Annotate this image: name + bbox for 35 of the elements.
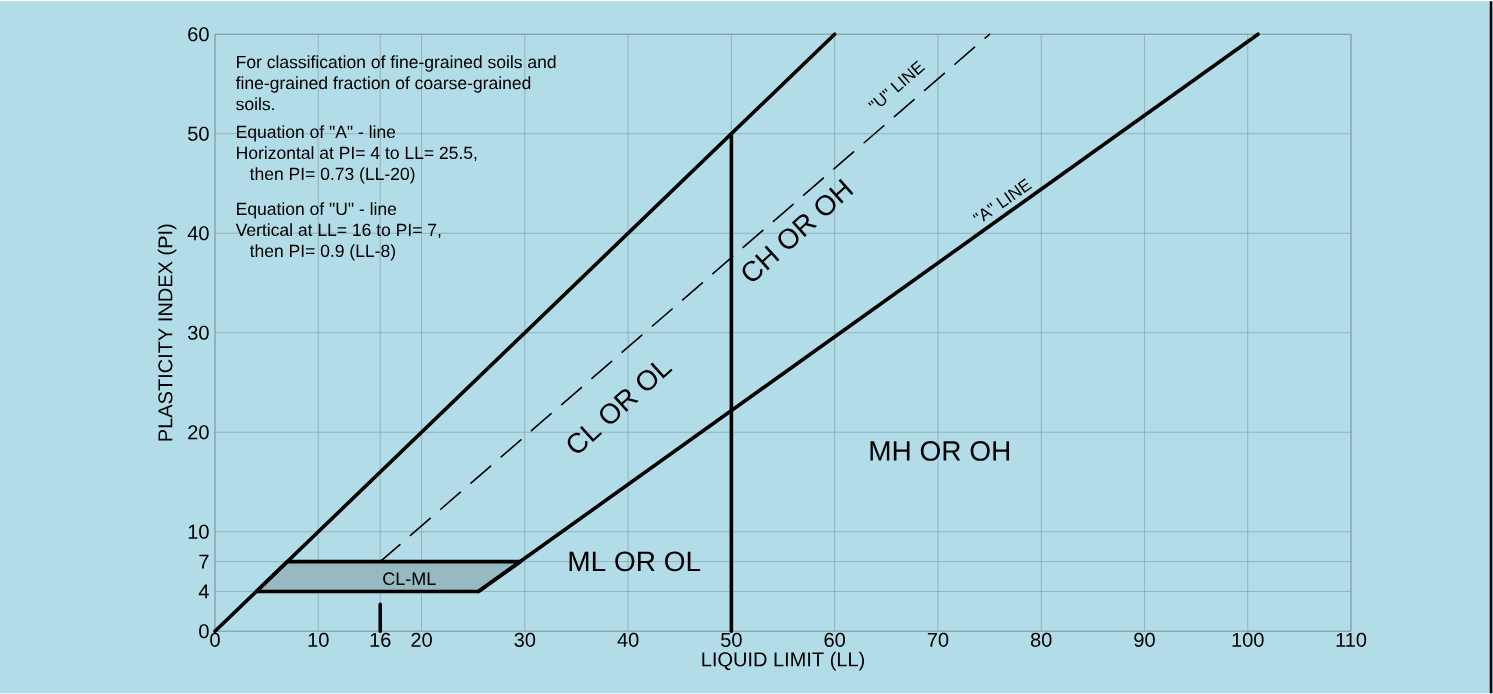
- annotation: Equation of "A" - line: [237, 124, 396, 142]
- x-tick-label: 40: [617, 632, 639, 647]
- annotation: MH OR OH: [870, 440, 1010, 461]
- x-tick-label: 100: [1232, 632, 1264, 647]
- annotation: CL OR OL: [567, 362, 673, 453]
- x-tick-label: 50: [721, 632, 742, 647]
- annotation: Vertical at LL= 16 to PI= 7,: [235, 222, 441, 238]
- y-tick-label: 30: [188, 325, 209, 340]
- y-tick-label: 7: [199, 554, 209, 569]
- y-tick-label: 50: [188, 126, 209, 141]
- x-tick-label: 30: [514, 632, 536, 647]
- x-tick-label: 16: [370, 632, 391, 647]
- x-tick-label: 60: [824, 632, 845, 647]
- y-tick-label: 40: [187, 225, 209, 241]
- annotation: For classification of fine-grained soils and fine-grained fraction of coarse-grained soils.: [235, 55, 556, 110]
- annotation: CH OR OH: [742, 178, 854, 281]
- annotation: Equation of "U" - line: [237, 201, 397, 219]
- y-tick-label: 4: [198, 584, 209, 599]
- x-tick-label: 20: [411, 632, 432, 647]
- x-tick-label: 70: [927, 632, 949, 647]
- annotation: ML OR OL: [569, 551, 701, 572]
- y-axis-title: PLASTICITY INDEX (PI): [157, 224, 177, 441]
- y-tick-label: 60: [188, 26, 209, 42]
- x-tick-label: 110: [1336, 632, 1367, 647]
- x-tick-label: 90: [1134, 632, 1155, 647]
- x-tick-label: 0: [210, 632, 220, 647]
- x-tick-label: 10: [308, 632, 329, 647]
- annotation: then PI= 0.9 (LL-8): [249, 243, 395, 261]
- annotation: CL-ML: [383, 572, 436, 585]
- x-axis-title: LIQUID LIMIT (LL): [702, 651, 864, 671]
- y-tick-label: 20: [188, 424, 209, 440]
- y-tick-label: 10: [188, 524, 209, 539]
- annotation: Horizontal at PI= 4 to LL= 25.5,: [237, 145, 477, 161]
- x-tick-label: 80: [1030, 632, 1052, 647]
- annotation: then PI= 0.73 (LL-20): [249, 166, 415, 184]
